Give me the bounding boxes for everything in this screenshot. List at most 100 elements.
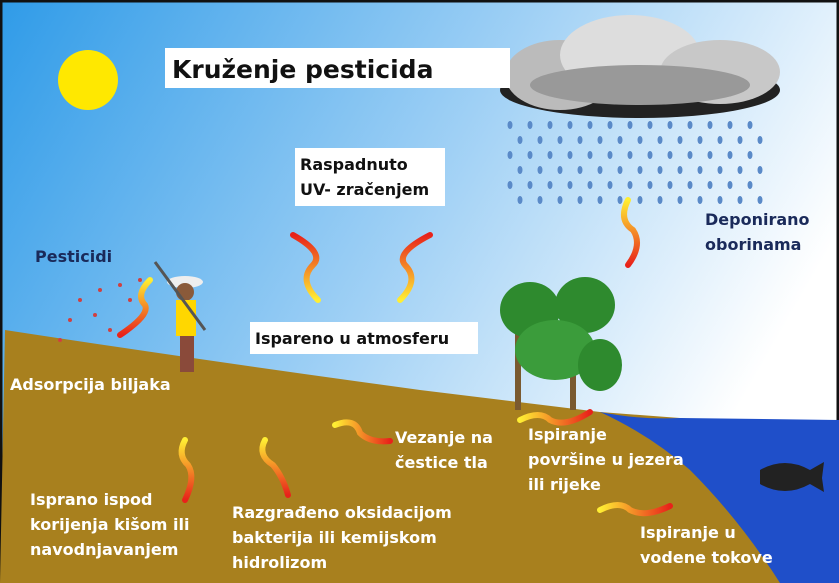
label: Pesticidi (35, 247, 112, 266)
raindrop (747, 151, 753, 159)
raindrop (537, 196, 543, 204)
raindrop (617, 136, 623, 144)
raindrop (667, 151, 673, 159)
raindrop (567, 181, 573, 189)
raindrop (707, 121, 713, 129)
raindrop (507, 121, 513, 129)
raindrop (647, 121, 653, 129)
label: navodnjavanjem (30, 540, 178, 559)
label: Vezanje na (395, 428, 493, 447)
raindrop (757, 196, 763, 204)
spray (58, 278, 142, 342)
ground (0, 330, 839, 583)
label: UV- zračenjem (300, 180, 429, 199)
raindrop (607, 151, 613, 159)
raindrop (647, 181, 653, 189)
label: bakterija ili kemijskom (232, 528, 437, 547)
raindrop (657, 166, 663, 174)
label: površine u jezera (528, 450, 684, 469)
raindrop (557, 196, 563, 204)
raindrop (717, 136, 723, 144)
label: Razgrađeno oksidacijom (232, 503, 452, 522)
raindrop (597, 136, 603, 144)
raindrop (757, 136, 763, 144)
raindrop (677, 166, 683, 174)
raindrop (707, 151, 713, 159)
raindrop (667, 181, 673, 189)
raindrop (697, 166, 703, 174)
raindrop (577, 166, 583, 174)
raindrop (587, 151, 593, 159)
label-box (250, 322, 478, 354)
raindrop (587, 181, 593, 189)
raindrop (587, 121, 593, 129)
label: Deponirano (705, 210, 810, 229)
label: Ispiranje u (640, 523, 736, 542)
label: vodene tokove (640, 548, 773, 567)
raindrop (527, 181, 533, 189)
raindrop (567, 151, 573, 159)
fish (760, 462, 824, 492)
farmer (153, 261, 207, 372)
raindrop (687, 121, 693, 129)
raindrop (717, 166, 723, 174)
raindrop (557, 166, 563, 174)
raindrop (647, 151, 653, 159)
raindrop (607, 121, 613, 129)
raindrop (607, 181, 613, 189)
raindrop (617, 166, 623, 174)
rain (507, 121, 763, 204)
raindrop (747, 121, 753, 129)
raindrop (637, 166, 643, 174)
trees (500, 277, 622, 410)
label: Ispareno u atmosferu (255, 329, 449, 348)
label: čestice tla (395, 453, 488, 472)
label: Isprano ispod (30, 490, 152, 509)
raindrop (557, 136, 563, 144)
raindrop (597, 166, 603, 174)
raindrop (727, 121, 733, 129)
raindrop (637, 196, 643, 204)
raindrop (737, 136, 743, 144)
raindrop (737, 196, 743, 204)
raindrop (657, 196, 663, 204)
raindrop (617, 196, 623, 204)
raindrop (727, 151, 733, 159)
label: ili rijeke (528, 475, 601, 494)
label: Adsorpcija biljaka (10, 375, 171, 394)
raindrop (517, 136, 523, 144)
raindrop (577, 196, 583, 204)
label: Ispiranje (528, 425, 607, 444)
raindrop (547, 121, 553, 129)
raindrop (527, 151, 533, 159)
raindrop (697, 136, 703, 144)
raindrop (547, 151, 553, 159)
raindrop (657, 136, 663, 144)
raindrop (677, 136, 683, 144)
raindrop (747, 181, 753, 189)
label: korijenja kišom ili (30, 515, 190, 534)
raindrop (667, 121, 673, 129)
raindrop (727, 181, 733, 189)
arrows (117, 197, 673, 517)
raindrop (687, 151, 693, 159)
raindrop (627, 121, 633, 129)
cloud (500, 15, 780, 118)
raindrop (507, 151, 513, 159)
raindrop (597, 196, 603, 204)
raindrop (707, 181, 713, 189)
raindrop (537, 166, 543, 174)
title-box (165, 48, 510, 88)
raindrop (677, 196, 683, 204)
raindrop (517, 166, 523, 174)
raindrop (627, 151, 633, 159)
raindrop (757, 166, 763, 174)
title: Kruženje pesticida (172, 55, 433, 84)
raindrop (737, 166, 743, 174)
raindrop (637, 136, 643, 144)
raindrop (567, 121, 573, 129)
raindrop (687, 181, 693, 189)
label-box (295, 148, 445, 206)
water (600, 412, 839, 583)
